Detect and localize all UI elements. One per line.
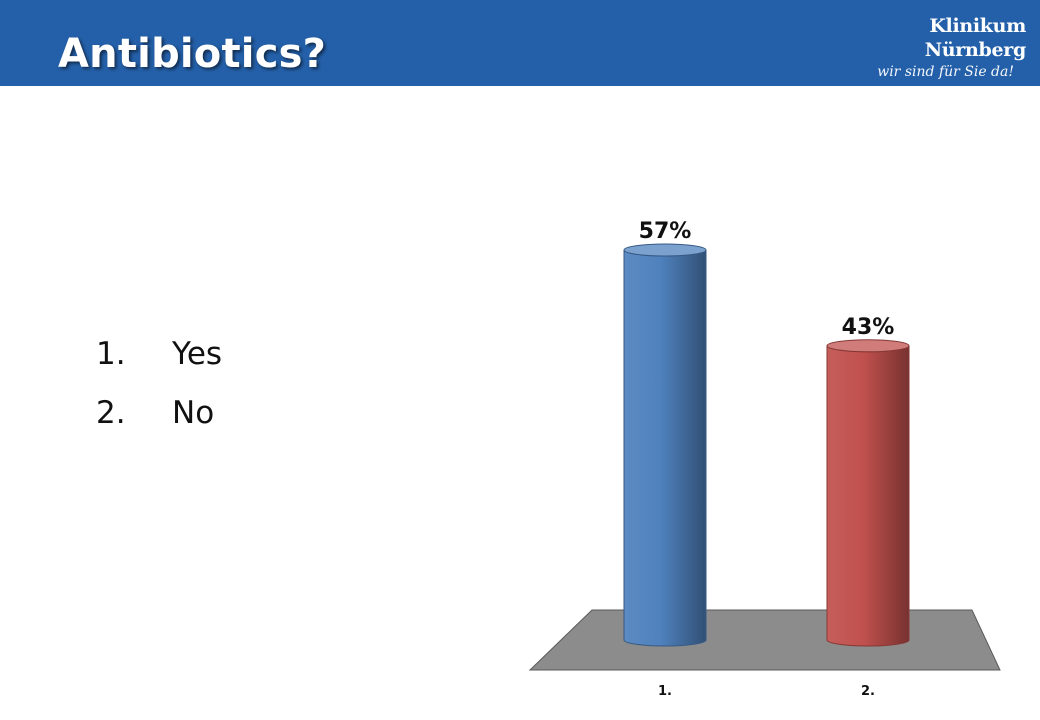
bar-top xyxy=(826,339,910,353)
answer-option-no: 2. No xyxy=(96,384,222,443)
data-label: 43% xyxy=(842,315,895,340)
chart-floor xyxy=(528,609,1001,671)
bar-top xyxy=(623,243,707,257)
brand-logo: Klinikum Nürnberg wir sind für Sie da! xyxy=(826,14,1026,80)
option-number: 2. xyxy=(96,395,126,431)
option-label: Yes xyxy=(172,336,223,372)
bar-body xyxy=(826,345,910,647)
brand-tagline: wir sind für Sie da! xyxy=(877,64,1014,80)
option-number: 1. xyxy=(96,336,126,372)
data-label: 57% xyxy=(639,219,692,244)
title-bar: Antibiotics? Klinikum Nürnberg wir sind … xyxy=(0,0,1040,86)
answer-options: 1. Yes 2. No xyxy=(96,325,222,443)
brand-name: Klinikum Nürnberg xyxy=(924,15,1027,61)
category-label: 2. xyxy=(861,684,875,699)
slide-title: Antibiotics? xyxy=(58,31,327,77)
option-label: No xyxy=(172,395,215,431)
bar-1: 57% 1. xyxy=(623,219,707,699)
bar-body xyxy=(623,249,707,647)
category-label: 1. xyxy=(658,684,672,699)
answer-option-yes: 1. Yes xyxy=(96,325,222,384)
poll-results-chart: 57% 1. 43% 2. xyxy=(528,219,1001,699)
bar-2: 43% 2. xyxy=(826,315,910,699)
